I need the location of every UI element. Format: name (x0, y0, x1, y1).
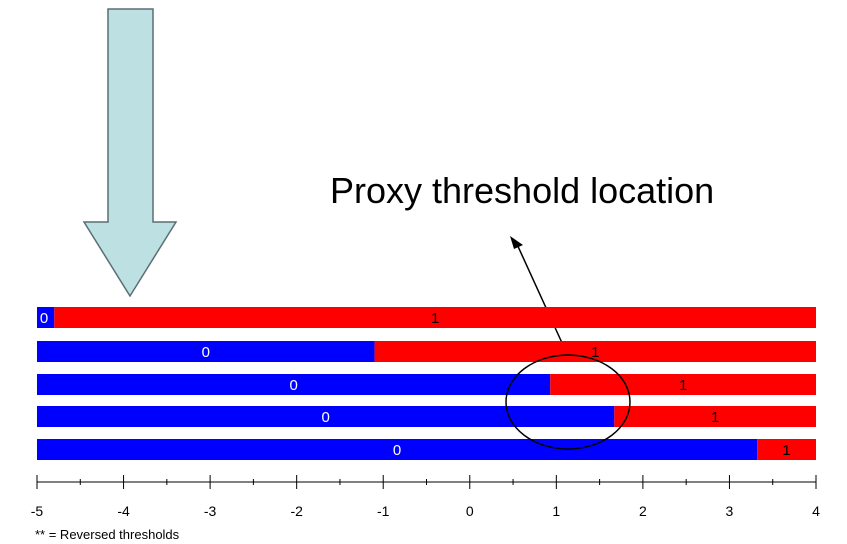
bar-label-1: 1 (782, 442, 790, 459)
callout-label: Proxy threshold location (330, 170, 714, 211)
footnote: ** = Reversed thresholds (35, 527, 180, 542)
bar-label-1: 1 (711, 409, 719, 426)
x-tick-label: -2 (290, 503, 303, 519)
x-tick-label: -4 (117, 503, 130, 519)
bar-segment-0 (37, 439, 758, 460)
bar-segment-1 (54, 307, 817, 328)
bar-label-0: 0 (321, 409, 329, 426)
bar-segment-0 (37, 374, 551, 395)
bar-segment-1 (550, 374, 816, 395)
x-tick-label: -5 (31, 503, 44, 519)
bar-segment-0 (37, 341, 375, 362)
x-tick-label: 4 (812, 503, 820, 519)
x-tick-label: 1 (552, 503, 560, 519)
bar-label-1: 1 (431, 310, 439, 327)
bar-label-0: 0 (393, 442, 401, 459)
x-tick-label: -1 (377, 503, 390, 519)
bar-label-1: 1 (591, 344, 599, 361)
bar-label-1: 1 (679, 377, 687, 394)
bar-segment-0 (37, 406, 615, 427)
bar-label-0: 0 (289, 377, 297, 394)
callout-pointer-line (515, 241, 569, 357)
down-arrow-icon (82, 8, 178, 298)
x-tick-label: -3 (204, 503, 217, 519)
bar-rows: 0 1 0 1 0 1 0 1 0 1 (37, 307, 817, 460)
bar-segment-1 (614, 406, 816, 427)
bar-segment-1 (757, 439, 816, 460)
x-tick-label: 2 (639, 503, 647, 519)
threshold-highlight-ellipse (505, 354, 631, 450)
bar-label-0: 0 (202, 344, 210, 361)
callout-arrowhead-icon (510, 236, 523, 249)
x-tick-label: 3 (726, 503, 734, 519)
bar-label-0: 0 (40, 310, 48, 327)
bar-segment-0 (37, 307, 55, 328)
bar-segment-1 (374, 341, 816, 362)
x-axis: -5 -4 -3 -2 -1 0 1 2 3 4 (31, 475, 820, 519)
x-tick-label: 0 (466, 503, 474, 519)
